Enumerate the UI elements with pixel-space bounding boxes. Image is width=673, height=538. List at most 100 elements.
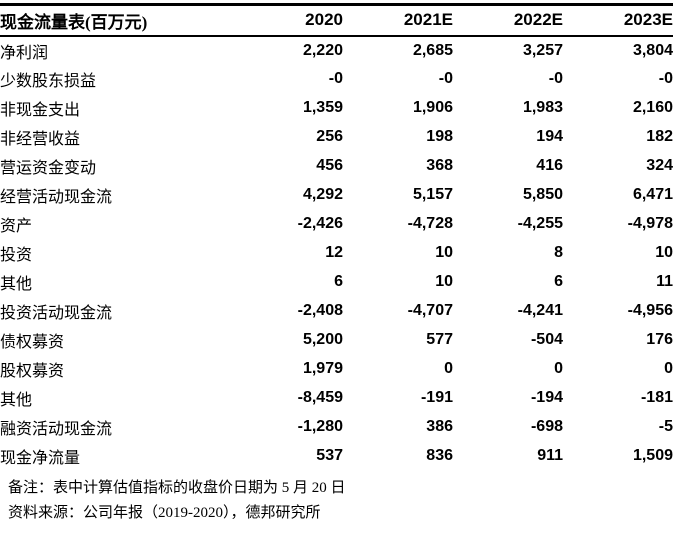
value-cell: 176 (646, 331, 673, 348)
row-label: 净利润 (0, 44, 49, 62)
table-row: 经营活动现金流 4,292 5,157 5,850 6,471 (0, 181, 673, 210)
table-row: 股权募资 1,979 0 0 0 (0, 355, 673, 384)
row-label: 少数股东损益 (0, 73, 97, 90)
value-cell: -698 (530, 418, 563, 435)
value-cell: -181 (640, 389, 673, 406)
value-cell: -4,707 (407, 302, 453, 319)
value-cell: 456 (316, 157, 343, 174)
value-cell: 0 (664, 360, 673, 377)
value-cell: -194 (530, 389, 563, 406)
row-label: 融资活动现金流 (0, 421, 113, 438)
value-cell: 416 (536, 157, 563, 174)
header-row: 现金流量表(百万元) 2020 2021E 2022E 2023E (0, 5, 673, 36)
footnotes: 备注：表中计算估值指标的收盘价日期为 5 月 20 日 资料来源：公司年报（20… (0, 476, 673, 526)
value-cell: -5 (658, 418, 673, 435)
value-cell: 6 (334, 273, 343, 290)
row-label: 现金净流量 (0, 450, 81, 467)
value-cell: 10 (435, 273, 453, 290)
value-cell: -4,241 (517, 302, 563, 319)
value-cell: -0 (548, 70, 563, 87)
table-header: 现金流量表(百万元) 2020 2021E 2022E 2023E (0, 5, 673, 36)
value-cell: 1,509 (632, 447, 673, 464)
cash-flow-table: 现金流量表(百万元) 2020 2021E 2022E 2023E 净利润 2,220 2… (0, 3, 673, 471)
table-row: 少数股东损益 -0 -0 -0 -0 (0, 65, 673, 94)
value-cell: 182 (646, 128, 673, 145)
table-row: 现金净流量 537 836 911 1,509 (0, 442, 673, 471)
value-cell: -2,426 (297, 215, 343, 232)
value-cell: -504 (530, 331, 563, 348)
value-cell: -191 (420, 389, 453, 406)
table-row: 非现金支出 1,359 1,906 1,983 2,160 (0, 94, 673, 123)
value-cell: 5,200 (302, 331, 343, 348)
year-column-header: 2023E (623, 10, 673, 30)
table-row: 营运资金变动 456 368 416 324 (0, 152, 673, 181)
value-cell: 537 (316, 447, 343, 464)
value-cell: 368 (426, 157, 453, 174)
value-cell: 8 (554, 244, 563, 261)
value-cell: 386 (426, 418, 453, 435)
table-row: 资产 -2,426 -4,728 -4,255 -4,978 (0, 210, 673, 239)
year-column-header: 2020 (305, 10, 343, 30)
year-column-header: 2021E (403, 10, 453, 30)
value-cell: 194 (536, 128, 563, 145)
row-label: 其他 (0, 276, 33, 293)
footnote-note: 备注：表中计算估值指标的收盘价日期为 5 月 20 日 (8, 479, 346, 496)
row-label: 非现金支出 (0, 102, 81, 119)
value-cell: 1,906 (412, 99, 453, 116)
value-cell: 2,220 (302, 41, 343, 59)
report-page: 现金流量表(百万元) 2020 2021E 2022E 2023E 净利润 2,220 2… (0, 3, 673, 526)
value-cell: 11 (656, 273, 673, 290)
value-cell: -4,978 (627, 215, 673, 232)
table-row: 其他 -8,459 -191 -194 -181 (0, 384, 673, 413)
value-cell: 4,292 (302, 186, 343, 203)
value-cell: 1,983 (522, 99, 563, 116)
value-cell: 2,685 (412, 41, 453, 59)
table-body: 净利润 2,220 2,685 3,257 3,804 少数股东损益 -0 -0 -0 -0 非现金… (0, 36, 673, 471)
row-label: 其他 (0, 392, 33, 409)
value-cell: 256 (316, 128, 343, 145)
table-row: 投资 12 10 8 10 (0, 239, 673, 268)
value-cell: 198 (426, 128, 453, 145)
row-label: 经营活动现金流 (0, 189, 113, 206)
table-title: 现金流量表(百万元) (0, 12, 148, 32)
row-label: 投资活动现金流 (0, 305, 113, 322)
value-cell: 0 (444, 360, 453, 377)
value-cell: 0 (554, 360, 563, 377)
table-row: 融资活动现金流 -1,280 386 -698 -5 (0, 413, 673, 442)
row-label: 营运资金变动 (0, 160, 97, 177)
value-cell: 1,979 (302, 360, 343, 377)
value-cell: -0 (438, 70, 453, 87)
row-label: 非经营收益 (0, 131, 81, 148)
row-label: 股权募资 (0, 363, 65, 380)
row-label: 债权募资 (0, 334, 65, 351)
value-cell: 911 (537, 447, 563, 464)
value-cell: 10 (655, 244, 673, 261)
row-label: 资产 (0, 218, 33, 235)
value-cell: 6 (554, 273, 563, 290)
value-cell: -0 (328, 70, 343, 87)
value-cell: 6,471 (632, 186, 673, 203)
value-cell: -4,255 (517, 215, 563, 232)
table-row: 投资活动现金流 -2,408 -4,707 -4,241 -4,956 (0, 297, 673, 326)
table-row: 债权募资 5,200 577 -504 176 (0, 326, 673, 355)
value-cell: -1,280 (297, 418, 343, 435)
value-cell: 5,850 (522, 186, 563, 203)
value-cell: 3,804 (632, 41, 673, 59)
value-cell: -4,728 (407, 215, 453, 232)
value-cell: 577 (426, 331, 453, 348)
value-cell: 2,160 (632, 99, 673, 116)
value-cell: 1,359 (302, 99, 343, 116)
row-label: 投资 (0, 247, 33, 264)
table-row: 净利润 2,220 2,685 3,257 3,804 (0, 36, 673, 65)
value-cell: -8,459 (297, 389, 343, 406)
value-cell: 12 (325, 244, 343, 261)
value-cell: 3,257 (522, 41, 563, 59)
value-cell: -2,408 (297, 302, 343, 319)
value-cell: -4,956 (627, 302, 673, 319)
value-cell: 836 (426, 447, 453, 464)
value-cell: 10 (435, 244, 453, 261)
table-row: 非经营收益 256 198 194 182 (0, 123, 673, 152)
value-cell: 324 (646, 157, 673, 174)
footnote-source: 资料来源：公司年报（2019-2020），德邦研究所 (8, 504, 321, 521)
year-column-header: 2022E (513, 10, 563, 30)
